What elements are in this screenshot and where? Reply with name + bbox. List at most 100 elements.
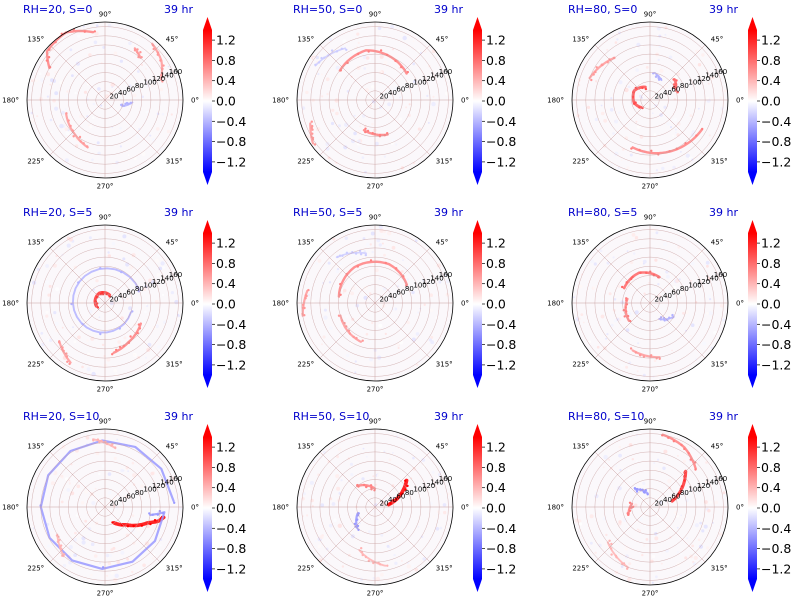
angular-grid-line xyxy=(104,506,161,563)
colorbar-tick-label: −0.8 xyxy=(486,337,516,352)
field-speckle xyxy=(578,284,583,289)
field-speckle xyxy=(422,557,427,561)
contour-dot xyxy=(625,310,628,313)
field-speckle xyxy=(412,449,415,452)
field-speckle xyxy=(658,34,662,38)
contour-dot xyxy=(159,59,162,62)
field-speckle xyxy=(156,272,161,277)
field-speckle xyxy=(365,332,369,336)
contour-dot xyxy=(352,335,355,338)
field-speckle xyxy=(354,371,357,374)
contour-dot xyxy=(133,48,137,51)
field-speckle xyxy=(364,41,368,45)
field-speckle xyxy=(654,536,659,541)
contour-dot xyxy=(625,281,628,284)
field-speckle xyxy=(592,286,596,290)
contour-dot xyxy=(314,63,317,66)
radius-tick-label: 80 xyxy=(135,82,144,90)
field-speckle xyxy=(657,58,660,62)
field-speckle xyxy=(62,563,67,568)
field-speckle xyxy=(612,256,615,259)
field-speckle xyxy=(395,143,398,146)
radius-tick-label: 40 xyxy=(388,89,397,97)
contour-dot xyxy=(369,259,373,262)
field-speckle xyxy=(645,66,649,69)
contour-dot xyxy=(70,302,73,306)
field-speckle xyxy=(627,577,632,582)
field-speckle xyxy=(79,114,83,119)
contour-feature xyxy=(356,483,377,490)
field-speckle xyxy=(633,503,638,508)
field-speckle xyxy=(371,280,373,283)
field-speckle xyxy=(680,151,682,153)
colorbar-tick-label: −1.2 xyxy=(486,357,516,372)
field-speckle xyxy=(368,292,372,295)
field-speckle xyxy=(337,523,342,528)
field-speckle xyxy=(590,541,593,545)
field-speckle xyxy=(313,460,316,462)
field-speckle xyxy=(380,450,384,454)
field-speckle xyxy=(415,252,418,255)
angle-tick-label: 0° xyxy=(191,300,199,308)
field-speckle xyxy=(698,142,702,145)
contour-dot xyxy=(129,101,132,105)
field-speckle xyxy=(165,258,168,262)
field-speckle xyxy=(616,38,619,41)
contour-dot xyxy=(675,79,678,82)
field-speckle xyxy=(111,86,113,88)
field-speckle xyxy=(400,559,403,563)
angle-tick-label: 270° xyxy=(642,386,659,394)
field-speckle xyxy=(105,553,110,558)
field-speckle xyxy=(50,131,53,134)
field-speckle xyxy=(654,258,658,262)
field-speckle xyxy=(382,229,387,234)
field-speckle xyxy=(713,330,717,335)
field-speckle xyxy=(674,309,679,313)
field-speckle xyxy=(430,281,433,284)
field-speckle xyxy=(621,364,624,367)
field-speckle xyxy=(92,116,95,119)
colorbar-tick-label: −0.4 xyxy=(486,114,516,129)
angle-tick-label: 180° xyxy=(272,300,289,308)
angle-tick-label: 90° xyxy=(99,418,111,426)
contour-dot xyxy=(657,75,660,78)
field-speckle xyxy=(129,84,132,88)
field-speckle xyxy=(675,131,677,134)
colorbar-extend-max xyxy=(473,17,482,30)
field-speckle xyxy=(618,80,623,85)
colorbar-tick-label: 0.0 xyxy=(761,94,781,109)
field-speckle xyxy=(88,309,93,314)
field-speckle xyxy=(666,274,670,279)
contour-dot xyxy=(330,49,334,52)
field-speckle xyxy=(131,461,135,465)
field-speckle xyxy=(625,328,630,332)
field-speckle xyxy=(372,475,375,478)
contour-dot xyxy=(81,322,84,326)
field-speckle xyxy=(362,447,365,450)
contour-dot xyxy=(335,50,339,53)
field-speckle xyxy=(179,97,182,100)
field-speckle xyxy=(305,90,309,95)
angular-grid-line xyxy=(104,302,161,359)
field-speckle xyxy=(706,311,709,315)
field-speckle xyxy=(136,70,140,73)
contour-dot xyxy=(650,354,653,357)
field-speckle xyxy=(371,250,374,254)
field-speckle xyxy=(297,106,302,111)
field-speckle xyxy=(657,458,660,461)
contour-dot xyxy=(48,48,51,51)
contour-dot xyxy=(631,95,635,99)
panel-time: 39 hr xyxy=(164,206,193,219)
field-speckle xyxy=(665,270,669,274)
field-speckle xyxy=(150,280,155,284)
angle-tick-label: 270° xyxy=(367,183,384,191)
field-speckle xyxy=(686,537,689,540)
angle-tick-label: 45° xyxy=(711,239,723,247)
field-speckle xyxy=(97,151,101,155)
angle-tick-label: 225° xyxy=(297,157,314,165)
field-speckle xyxy=(643,292,646,295)
field-speckle xyxy=(709,298,712,301)
field-speckle xyxy=(54,106,59,111)
field-speckle xyxy=(317,72,320,76)
field-speckle xyxy=(363,250,366,253)
